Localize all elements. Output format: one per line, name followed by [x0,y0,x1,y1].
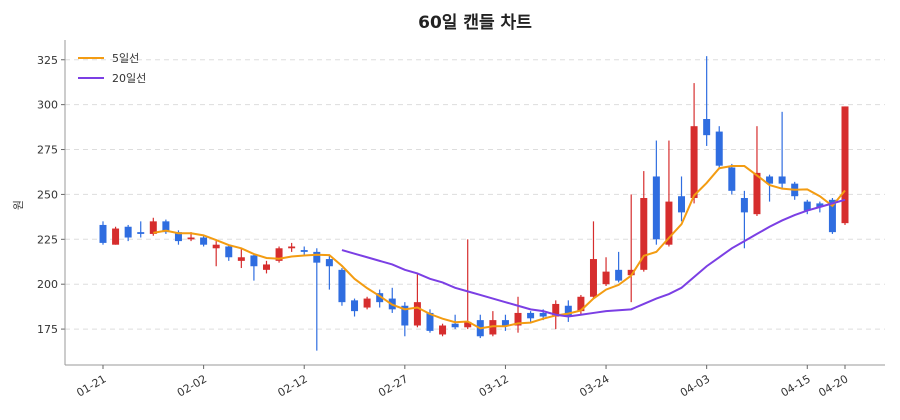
candle-body [137,232,145,234]
candle-body [803,201,811,211]
candle-body [162,221,170,233]
candle-body [652,176,660,240]
ma-line [341,198,846,318]
candle-body [841,106,849,224]
x-tick-label: 02-02 [175,372,209,399]
candle-body [313,251,321,263]
candle-body [99,224,107,243]
candle-body [112,228,120,245]
legend-label: 5일선 [112,51,139,65]
candle-body [728,167,736,191]
candle-body [740,198,748,213]
candle-body [262,264,270,270]
candle-body [124,226,132,238]
chart-title: 60일 캔들 차트 [418,13,532,33]
legend-label: 20일선 [112,71,146,85]
candle-body [351,300,359,312]
y-tick-label: 300 [37,99,58,112]
candle-body [300,250,308,252]
candle-body [250,255,258,267]
candle-body [615,269,623,281]
candle-body [828,199,836,233]
candle-body [363,298,371,308]
x-tick-label: 04-20 [816,372,850,399]
candle-body [589,259,597,297]
candle-body [514,312,522,326]
candle-body [690,126,698,199]
y-axis-label: 원 [12,200,25,210]
candle-body [627,269,635,276]
candle-body [439,325,447,335]
candle-body [577,296,585,312]
candle-body [338,269,346,303]
candle-body [564,305,572,317]
x-tick-label: 04-15 [779,372,813,399]
candle-body [426,312,434,331]
candle-body [275,248,283,261]
candle-body [489,320,497,335]
candle-body [401,305,409,326]
candle-body [678,196,686,213]
candle-body [501,320,509,326]
candle-body [753,172,761,215]
candle-body [552,303,560,317]
candle-body [640,198,648,270]
x-tick-label: 04-03 [678,372,712,399]
candle-body [766,176,774,184]
candle-body [665,201,673,245]
candle-body [778,176,786,184]
candle-body [816,203,824,207]
x-tick-label: 01-21 [74,372,108,399]
candle-body [288,246,296,249]
y-tick-label: 275 [37,144,58,157]
y-tick-label: 250 [37,188,58,201]
candle-body [703,119,711,136]
x-tick-label: 02-27 [376,372,410,399]
candle-body [527,312,535,319]
candle-body [413,302,421,326]
y-tick-label: 325 [37,54,58,67]
y-tick-label: 200 [37,278,58,291]
x-tick-label: 03-12 [477,372,511,399]
ma-line [153,165,846,330]
candle-body [325,259,333,267]
candle-body [464,321,472,328]
candle-body [200,237,208,245]
candle-body [212,244,220,249]
candle-body [237,257,245,261]
candle-body [174,232,182,242]
y-tick-label: 225 [37,233,58,246]
candle-body [376,293,384,303]
candle-body [225,246,233,258]
y-tick-label: 175 [37,323,58,336]
candle-body [187,237,195,240]
candle-body [539,312,547,317]
candle-body [451,323,459,328]
candle-body [715,131,723,166]
x-tick-label: 03-24 [577,372,611,399]
candle-body [149,221,157,234]
candle-body [602,271,610,285]
x-tick-label: 02-12 [276,372,310,399]
